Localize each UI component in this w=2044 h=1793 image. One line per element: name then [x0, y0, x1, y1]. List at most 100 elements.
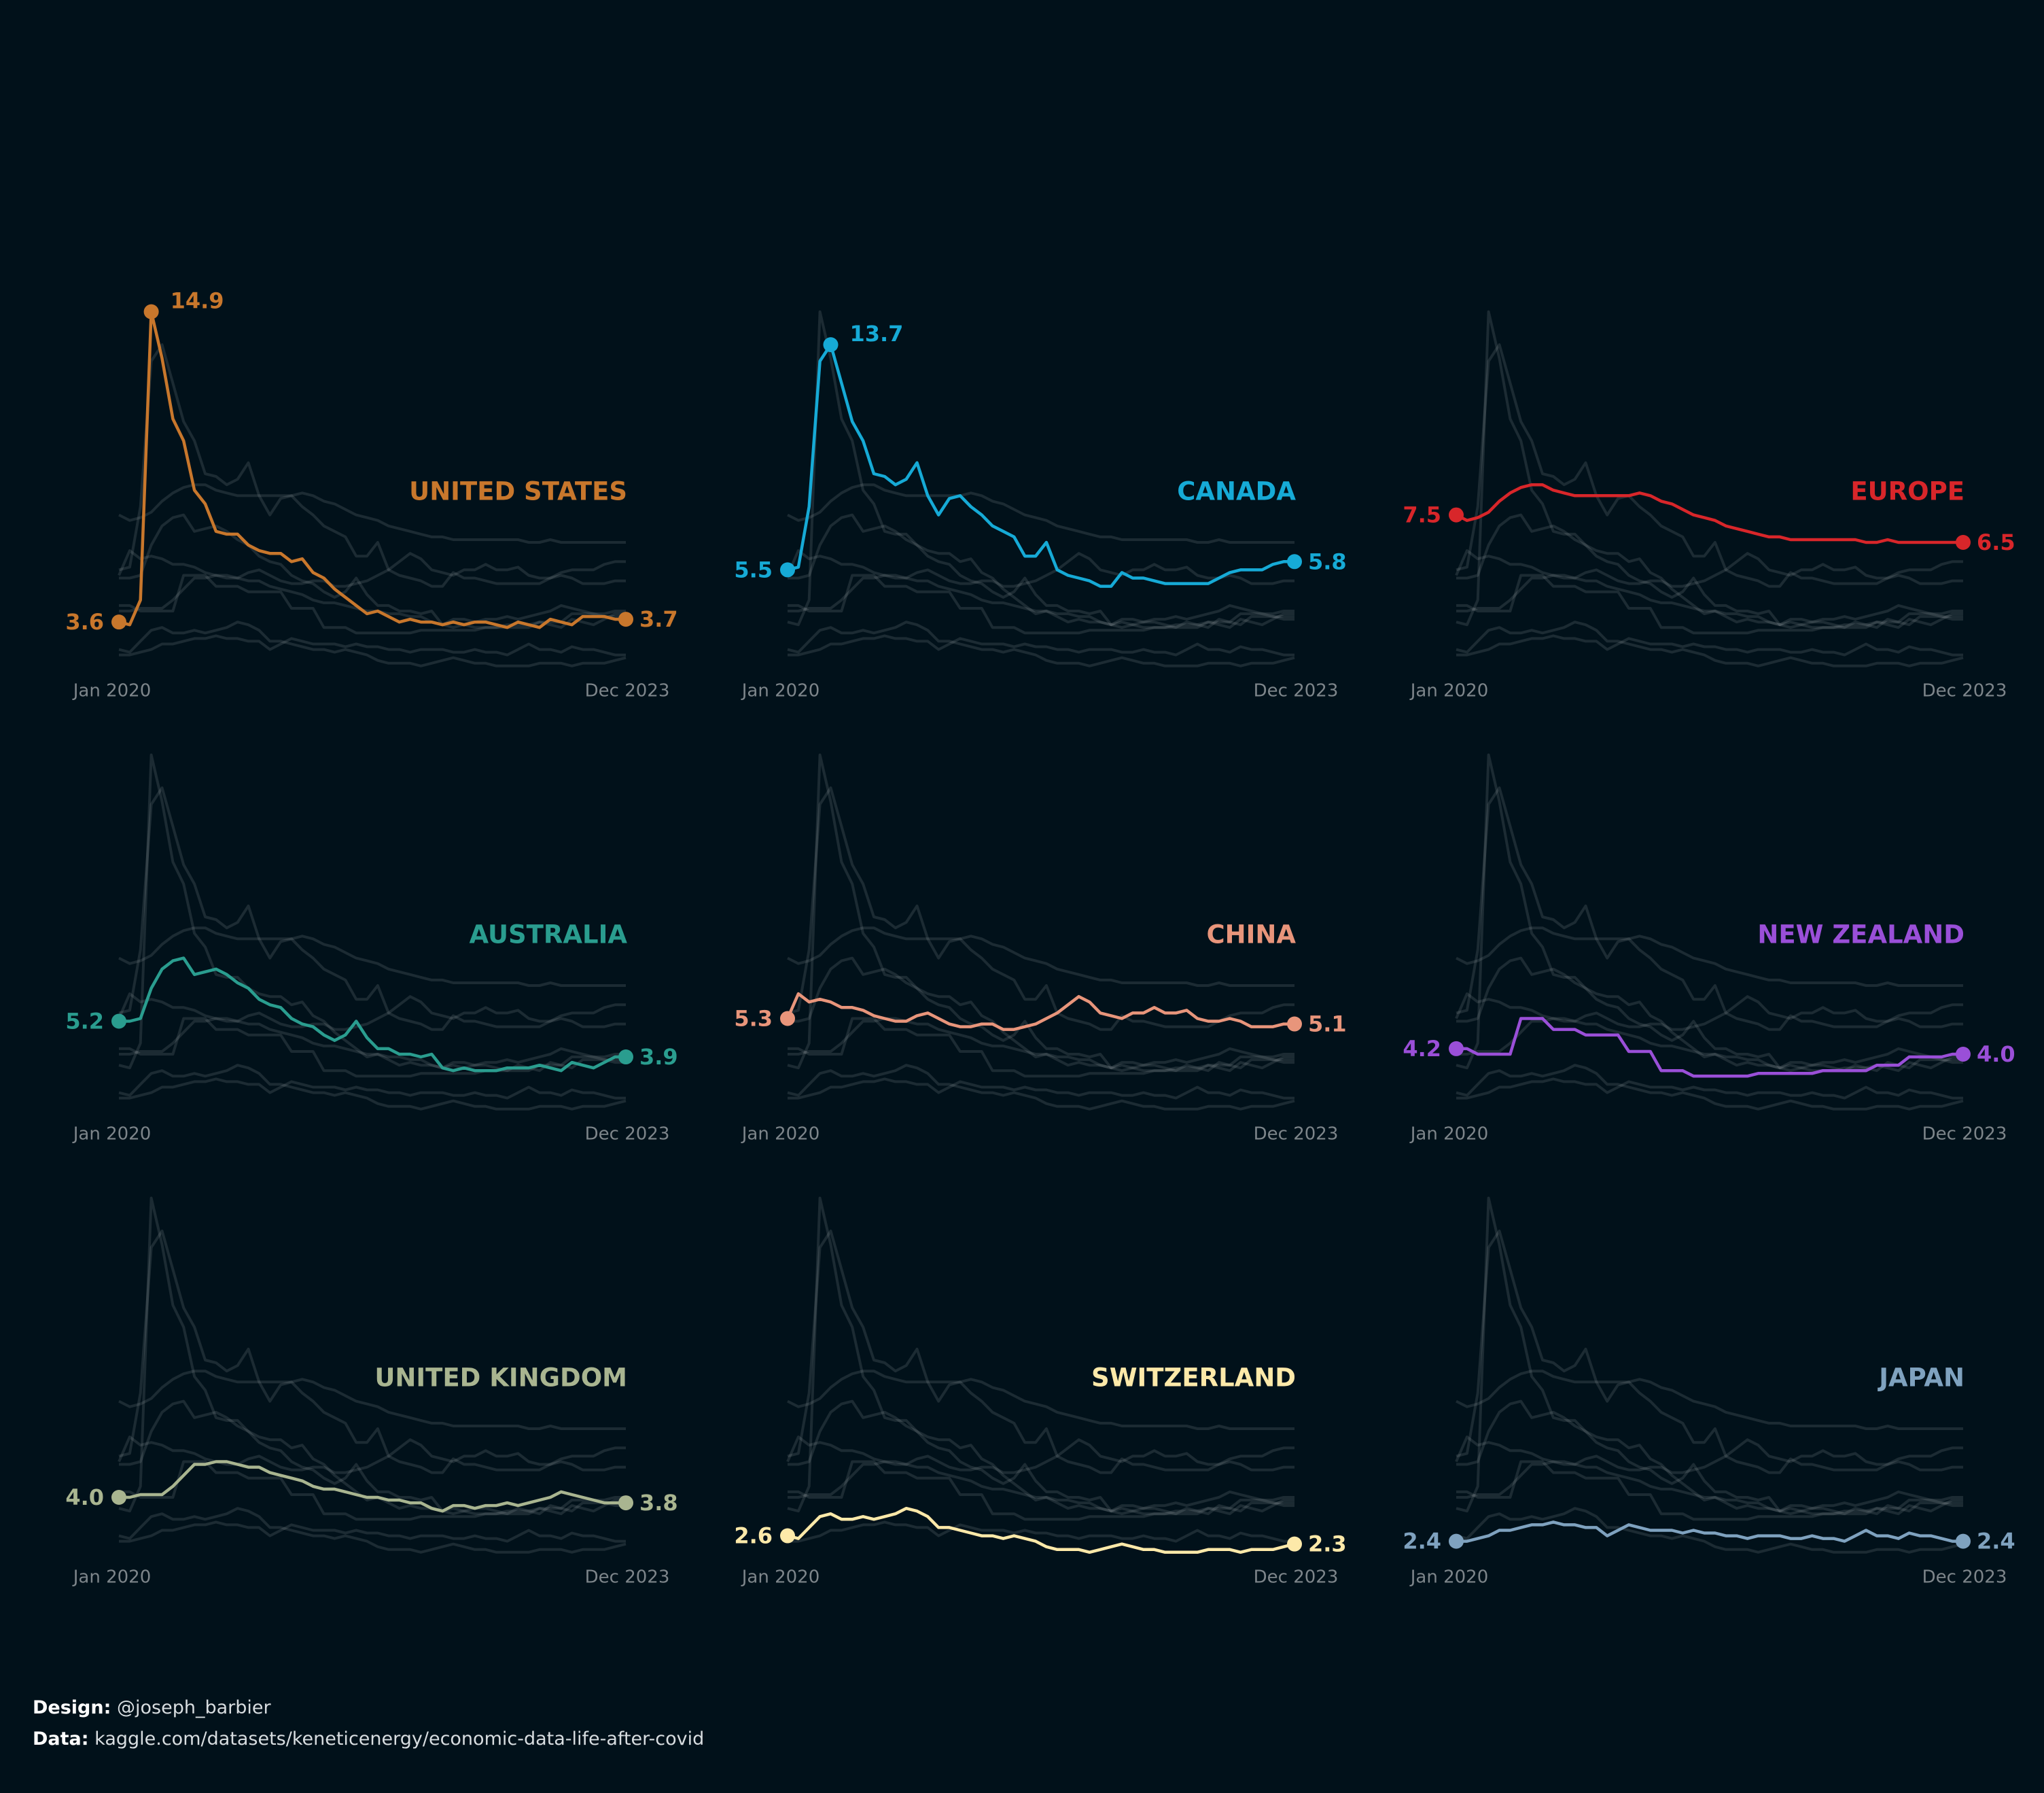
value-label: 5.5	[734, 557, 773, 582]
context-line	[788, 574, 1294, 627]
context-line	[1456, 1370, 1963, 1430]
context-line	[118, 621, 627, 667]
value-label: 4.0	[1977, 1041, 2015, 1067]
series-line	[119, 956, 626, 1073]
context-line	[119, 1399, 626, 1516]
context-line	[118, 549, 626, 588]
point	[111, 614, 126, 630]
context-line	[1456, 1196, 1963, 1516]
point	[1956, 1047, 1971, 1062]
series-line	[787, 343, 1294, 588]
value-label: 3.8	[639, 1490, 678, 1516]
x-tick-label: Jan 2020	[72, 681, 152, 701]
context-line	[118, 483, 626, 544]
context-line	[788, 513, 1294, 629]
series-line	[119, 1460, 626, 1513]
context-line	[787, 1230, 1294, 1474]
point	[618, 1049, 633, 1065]
value-label: 7.5	[1403, 502, 1441, 528]
value-label: 2.6	[734, 1523, 773, 1549]
x-tick-label: Dec 2023	[1254, 1567, 1339, 1588]
point	[1956, 535, 1971, 550]
x-tick-label: Jan 2020	[741, 1124, 820, 1145]
context-line	[1456, 310, 1963, 629]
series-line	[1456, 1017, 1963, 1078]
context-line	[788, 1017, 1294, 1070]
x-tick-label: Dec 2023	[1254, 1124, 1339, 1145]
context-line	[788, 634, 1294, 657]
context-line	[786, 1435, 1294, 1474]
context-line	[118, 926, 626, 987]
x-tick-label: Jan 2020	[741, 681, 820, 701]
point	[1287, 554, 1302, 570]
context-line	[788, 1017, 1294, 1078]
x-tick-label: Jan 2020	[1409, 681, 1489, 701]
series-line	[1456, 1520, 1963, 1543]
point	[1449, 507, 1464, 523]
context-line	[786, 549, 1294, 588]
context-line	[1456, 513, 1963, 629]
value-label: 3.7	[639, 606, 678, 632]
context-line	[1456, 621, 1964, 667]
x-tick-label: Dec 2023	[585, 681, 670, 701]
point	[111, 1490, 126, 1505]
context-line	[1456, 1064, 1964, 1111]
value-label: 14.9	[171, 288, 224, 314]
context-line	[118, 343, 626, 588]
context-line	[788, 1077, 1294, 1100]
context-line	[118, 992, 626, 1031]
panel-title: SWITZERLAND	[1091, 1363, 1296, 1393]
point	[1449, 1533, 1464, 1549]
point	[111, 1013, 126, 1029]
point	[1287, 1536, 1302, 1552]
x-tick-label: Jan 2020	[741, 1567, 820, 1588]
context-line	[119, 634, 626, 657]
value-label: 5.2	[65, 1009, 104, 1034]
value-label: 5.8	[1308, 549, 1347, 574]
x-tick-label: Dec 2023	[585, 1124, 670, 1145]
point	[1449, 1041, 1464, 1056]
value-label: 5.3	[734, 1005, 773, 1031]
value-label: 3.6	[65, 609, 104, 635]
credit-text: kaggle.com/datasets/keneticenergy/econom…	[94, 1728, 704, 1750]
panel-title: NEW ZEALAND	[1757, 920, 1964, 950]
x-tick-label: Dec 2023	[1922, 1567, 2007, 1588]
context-line	[1456, 926, 1963, 987]
context-line	[119, 1077, 626, 1100]
point	[780, 562, 795, 578]
credit-data: Data: kaggle.com/datasets/keneticenergy/…	[33, 1728, 704, 1750]
x-tick-label: Jan 2020	[72, 1567, 152, 1588]
context-line	[1456, 1460, 1963, 1513]
context-line	[787, 786, 1294, 1031]
panel-title: UNITED KINGDOM	[374, 1363, 627, 1393]
credit-label: Design:	[33, 1697, 111, 1718]
context-line	[118, 1507, 627, 1554]
panel-title: CHINA	[1207, 920, 1297, 950]
point	[780, 1528, 795, 1544]
value-label: 2.4	[1977, 1529, 2015, 1554]
context-line	[118, 1230, 626, 1474]
value-label: 13.7	[849, 321, 903, 347]
credit-text: @joseph_barbier	[117, 1697, 271, 1718]
context-line	[788, 574, 1294, 635]
panel-title: JAPAN	[1877, 1363, 1964, 1393]
point	[618, 612, 633, 627]
context-line	[118, 753, 626, 1073]
credit-label: Data:	[33, 1728, 89, 1750]
context-line	[119, 513, 626, 629]
value-label: 5.1	[1308, 1011, 1347, 1037]
x-tick-label: Jan 2020	[72, 1124, 152, 1145]
context-line	[788, 1460, 1294, 1513]
context-line	[1456, 574, 1963, 627]
point	[1287, 1016, 1302, 1032]
series-line	[1455, 483, 1963, 544]
x-tick-label: Dec 2023	[585, 1567, 670, 1588]
point	[143, 304, 159, 319]
context-line	[118, 1370, 626, 1430]
context-line	[1456, 634, 1963, 657]
context-line	[1456, 786, 1963, 1031]
value-label: 2.3	[1308, 1531, 1347, 1557]
point	[1956, 1533, 1971, 1549]
x-tick-label: Dec 2023	[1254, 681, 1339, 701]
